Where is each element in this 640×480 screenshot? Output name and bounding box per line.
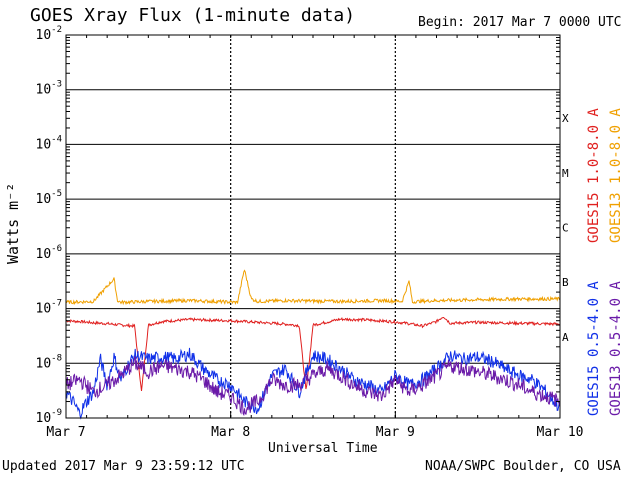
x-tick-label: Mar 8 <box>211 425 250 440</box>
flare-class-x: X <box>562 112 569 125</box>
series-line-3 <box>65 356 561 417</box>
chart-title: GOES Xray Flux (1-minute data) <box>30 5 356 26</box>
series-line-1 <box>65 269 561 306</box>
x-tick-label: Mar 7 <box>46 425 85 440</box>
y-tick-label: 10-3 <box>36 80 63 98</box>
flare-class-b: B <box>562 276 569 289</box>
series-line-2 <box>65 347 561 420</box>
legend-goes15-long: GOES15 1.0-8.0 A <box>586 108 602 243</box>
x-tick-label: Mar 10 <box>537 425 584 440</box>
y-tick-label: 10-9 <box>36 408 63 426</box>
legend-goes13-short: GOES13 0.5-4.0 A <box>608 281 624 416</box>
y-tick-label: 10-8 <box>36 353 63 371</box>
credit-text: NOAA/SWPC Boulder, CO USA <box>425 459 621 474</box>
y-tick-label: 10-4 <box>36 134 63 152</box>
series-lines <box>65 269 561 420</box>
y-tick-label: 10-7 <box>36 299 63 317</box>
x-axis-label: Universal Time <box>268 441 378 456</box>
y-tick-label: 10-6 <box>36 244 63 262</box>
legend-goes13-long: GOES13 1.0-8.0 A <box>608 108 624 243</box>
flare-class-c: C <box>562 222 569 235</box>
y-tick-label: 10-5 <box>36 189 63 207</box>
x-tick-label: Mar 9 <box>376 425 415 440</box>
flare-class-a: A <box>562 331 569 344</box>
flare-class-m: M <box>562 167 569 180</box>
y-ticks: 10-2 10-3 10-4 10-5 10-6 10-7 10-8 10-9 <box>36 25 560 426</box>
flare-class-labels: X M C B A <box>562 112 569 344</box>
updated-time: Updated 2017 Mar 9 23:59:12 UTC <box>2 459 245 474</box>
legend-goes15-short: GOES15 0.5-4.0 A <box>586 281 602 416</box>
series-line-0 <box>65 317 561 392</box>
y-tick-label: 10-2 <box>36 25 63 43</box>
begin-time: Begin: 2017 Mar 7 0000 UTC <box>418 15 622 30</box>
x-ticks: Mar 7 Mar 8 Mar 9 Mar 10 <box>46 35 583 440</box>
